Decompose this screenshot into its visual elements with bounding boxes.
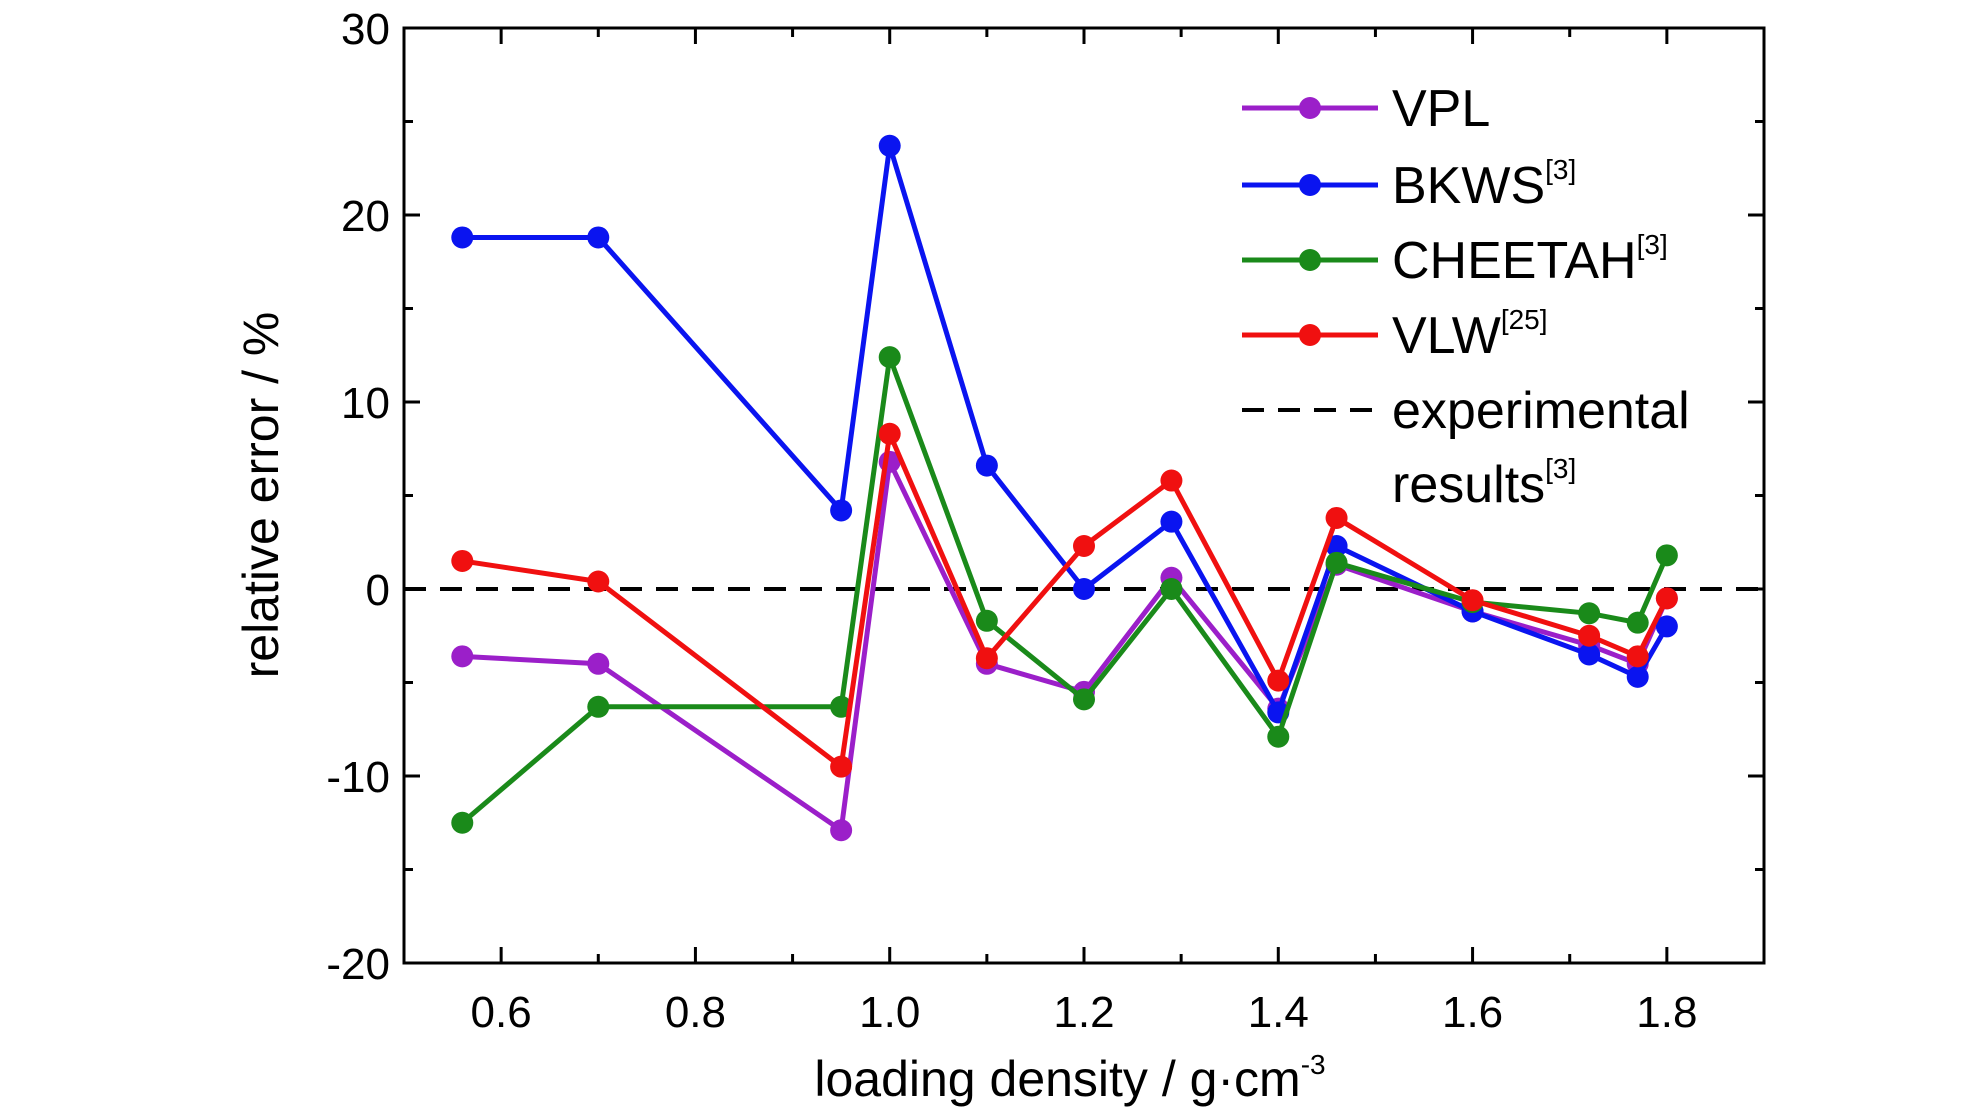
data-point-vlw bbox=[1160, 469, 1183, 492]
data-point-vlw bbox=[1461, 589, 1484, 612]
data-point-vpl bbox=[830, 819, 853, 842]
legend-label-main: VLW bbox=[1392, 307, 1501, 365]
legend-label-main: results bbox=[1392, 456, 1545, 514]
legend-label-sup: [3] bbox=[1637, 229, 1668, 260]
x-tick-label: 1.8 bbox=[1636, 988, 1697, 1037]
legend-label: experimental bbox=[1392, 382, 1690, 440]
data-point-vlw bbox=[1073, 534, 1095, 557]
legend-label-main: VPL bbox=[1392, 80, 1490, 138]
data-point-cheetah bbox=[1655, 544, 1678, 567]
data-point-bkws bbox=[451, 226, 474, 249]
y-tick-label: -10 bbox=[326, 753, 390, 802]
legend-item-vpl: VPL bbox=[1242, 80, 1490, 138]
data-point-vpl bbox=[451, 645, 474, 668]
data-point-vlw bbox=[587, 570, 610, 593]
x-tick-label: 1.6 bbox=[1442, 988, 1503, 1037]
data-point-cheetah bbox=[1325, 551, 1348, 574]
data-point-vlw bbox=[878, 422, 901, 445]
x-axis-title-main: loading density / g·cm bbox=[814, 1051, 1300, 1107]
data-point-cheetah bbox=[878, 346, 901, 369]
data-point-vlw bbox=[1267, 669, 1290, 692]
data-point-bkws bbox=[975, 454, 998, 477]
y-axis-title: relative error / % bbox=[233, 312, 289, 679]
axis-tick-labels: 0.6 0.8 1.0 1.2 1.4 1.6 1.8 -20 -10 0 10 20 30 bbox=[326, 5, 1697, 1037]
y-tick-label: 0 bbox=[366, 566, 390, 615]
legend-swatch-marker bbox=[1299, 249, 1321, 271]
legend: VPLBKWS[3]CHEETAH[3]VLW[25]experimentalr… bbox=[1242, 80, 1690, 514]
y-tick-label: 10 bbox=[341, 379, 390, 428]
data-point-bkws bbox=[1578, 643, 1601, 666]
data-point-vlw bbox=[830, 755, 853, 778]
legend-label: VLW[25] bbox=[1392, 304, 1548, 365]
legend-label-sup: [3] bbox=[1545, 154, 1576, 185]
legend-item-vlw: VLW[25] bbox=[1242, 304, 1548, 365]
legend-label: CHEETAH[3] bbox=[1392, 229, 1668, 290]
legend-item-cheetah: CHEETAH[3] bbox=[1242, 229, 1668, 290]
y-tick-label: -20 bbox=[326, 940, 390, 989]
data-point-bkws bbox=[1655, 615, 1678, 638]
legend-item-bkws: BKWS[3] bbox=[1242, 154, 1576, 215]
x-axis-title-sup: -3 bbox=[1301, 1049, 1326, 1080]
legend-swatch-marker bbox=[1299, 324, 1321, 346]
data-point-cheetah bbox=[1578, 602, 1601, 625]
x-tick-label: 1.4 bbox=[1248, 988, 1309, 1037]
legend-label-main: BKWS bbox=[1392, 157, 1545, 215]
legend-label-main: CHEETAH bbox=[1392, 232, 1637, 290]
data-point-vlw bbox=[1578, 624, 1601, 647]
data-point-cheetah bbox=[1626, 611, 1649, 634]
legend-label: BKWS[3] bbox=[1392, 154, 1576, 215]
data-point-bkws bbox=[830, 499, 853, 522]
legend-label-sup: [3] bbox=[1545, 453, 1576, 484]
x-tick-label: 0.8 bbox=[665, 988, 726, 1037]
legend-label-sup: [25] bbox=[1501, 304, 1548, 335]
data-point-vlw bbox=[1655, 587, 1678, 610]
axis-ticks bbox=[404, 28, 1764, 963]
x-tick-label: 0.6 bbox=[471, 988, 532, 1037]
legend-label: VPL bbox=[1392, 80, 1490, 138]
x-tick-label: 1.2 bbox=[1053, 988, 1114, 1037]
data-point-cheetah bbox=[1267, 725, 1290, 748]
x-axis-title: loading density / g·cm-3 bbox=[814, 1049, 1325, 1107]
y-tick-label: 20 bbox=[341, 192, 390, 241]
data-point-bkws bbox=[587, 226, 610, 249]
data-point-vlw bbox=[1626, 645, 1649, 668]
legend-swatch-marker bbox=[1299, 97, 1321, 119]
series-cheetah bbox=[451, 346, 1678, 834]
y-tick-label: 30 bbox=[341, 5, 390, 54]
data-point-bkws bbox=[1160, 510, 1183, 533]
data-point-vpl bbox=[587, 652, 610, 675]
series-vlw bbox=[451, 422, 1678, 778]
data-point-cheetah bbox=[975, 609, 998, 632]
data-point-bkws bbox=[1073, 578, 1095, 600]
series-line-vpl bbox=[462, 459, 1670, 833]
x-tick-label: 1.0 bbox=[859, 988, 920, 1037]
series-group bbox=[451, 134, 1678, 842]
data-point-cheetah bbox=[587, 695, 610, 718]
data-point-vlw bbox=[1325, 506, 1348, 529]
data-point-vlw bbox=[975, 647, 998, 670]
data-point-cheetah bbox=[1160, 578, 1183, 600]
legend-item-experimental-results: experimental results[3] bbox=[1242, 382, 1690, 514]
data-point-vlw bbox=[451, 549, 474, 572]
data-point-cheetah bbox=[451, 811, 474, 834]
data-point-bkws bbox=[1626, 665, 1649, 688]
legend-swatch-marker bbox=[1299, 174, 1321, 196]
legend-label: results[3] bbox=[1392, 453, 1576, 514]
data-point-cheetah bbox=[1073, 688, 1095, 711]
data-point-bkws bbox=[878, 134, 901, 157]
